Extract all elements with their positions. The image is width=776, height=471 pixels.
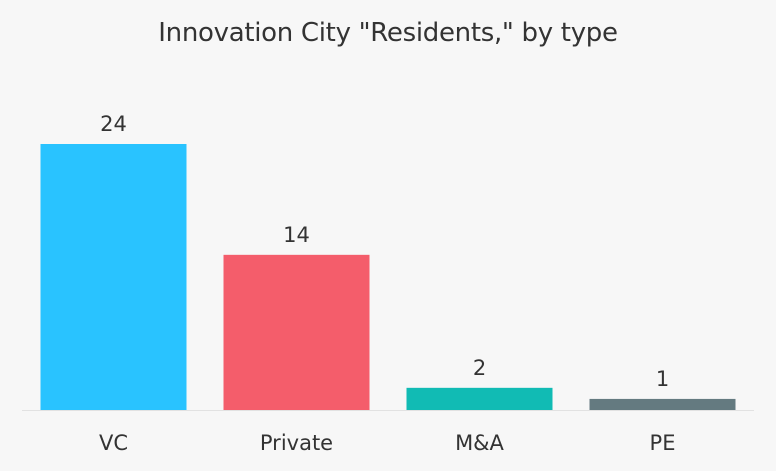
x-tick-label-private: Private — [260, 431, 333, 455]
chart-title: Innovation City "Residents," by type — [158, 18, 618, 48]
data-label-vc: 24 — [100, 112, 127, 136]
bar-pe — [589, 398, 736, 410]
data-label-private: 14 — [283, 223, 310, 247]
bar-private — [223, 254, 370, 410]
data-label-pe: 1 — [656, 367, 669, 391]
data-label-manda: 2 — [473, 356, 486, 380]
bar-manda — [406, 387, 553, 410]
bar-vc — [40, 144, 187, 410]
x-tick-label-vc: VC — [99, 431, 128, 455]
x-tick-label-manda: M&A — [455, 431, 504, 455]
x-tick-label-pe: PE — [650, 431, 676, 455]
